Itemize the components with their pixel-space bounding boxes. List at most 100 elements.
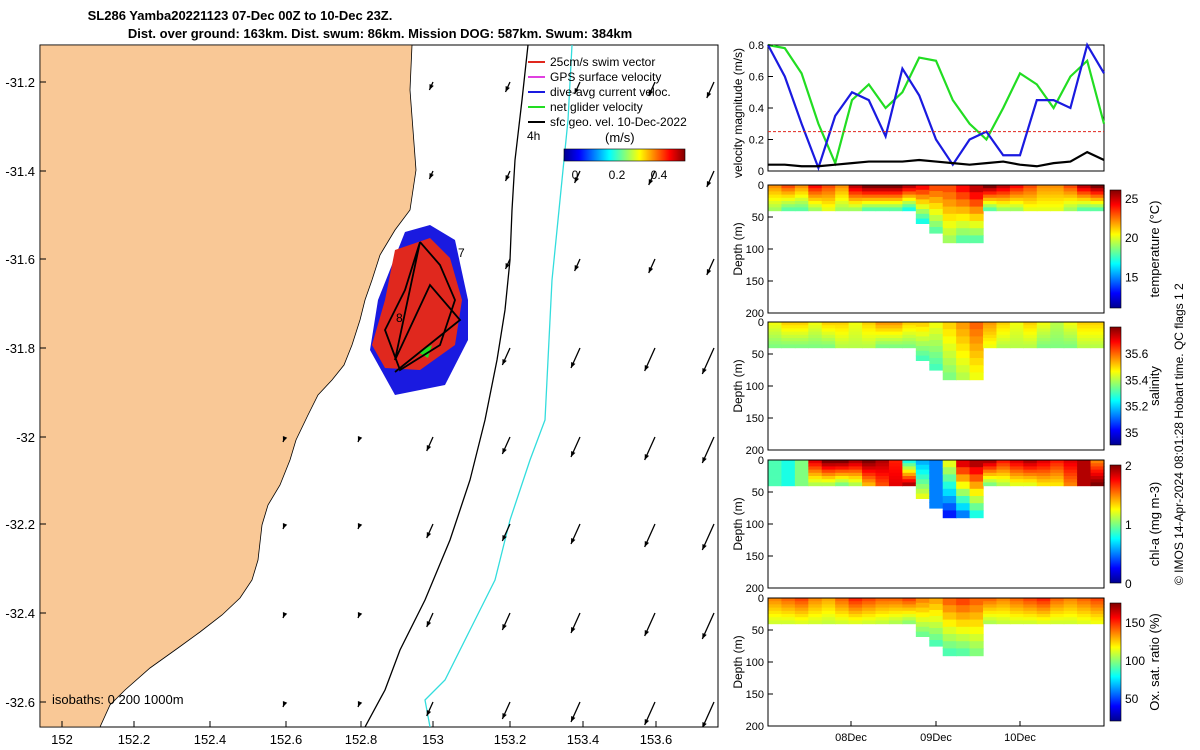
section-cell [996,194,1011,199]
section-cell [835,191,850,196]
section-cell [902,334,917,339]
section-cell [768,197,783,202]
velocity-arrow [501,436,511,455]
section-cell [996,344,1011,349]
section-cell [821,338,836,342]
plot-title-line1: SL286 Yamba20221123 07-Dec 00Z to 10-Dec… [87,8,393,23]
section-cell [848,334,863,339]
section-cell [1077,204,1092,208]
section-cell [794,607,809,612]
section-cell [862,614,877,618]
section-cell [781,325,796,329]
section-cell [862,188,877,192]
section-cell [1050,201,1065,205]
section-cell [969,358,984,366]
section-cell [794,463,809,467]
section-cell [1063,482,1078,487]
section-cell [794,460,809,464]
section-cell [956,365,971,373]
section-cell [848,482,863,487]
section-cell [1063,479,1078,483]
section-cell [781,188,796,192]
section-cell [929,628,944,635]
section-cell [956,605,971,613]
section-cell [821,482,836,487]
section-cell [1023,479,1038,483]
section-cell [996,188,1011,192]
section-cell [821,325,836,329]
section-cell [808,201,823,205]
velocity-arrow [706,170,715,188]
section-cell [983,325,998,329]
section-cell [1036,472,1051,477]
section-cell [942,185,957,193]
section-panel: 0 50 100 150 200 Depth (m) 0 1 2 chl-a (mg m-3) [731,455,1162,595]
section-cell [1050,617,1065,621]
section-cell [1077,476,1092,480]
section-cell [875,604,890,609]
section-cell [1023,472,1038,477]
section-cell [942,322,957,330]
section-cell [821,610,836,615]
section-cell [1063,341,1078,345]
section-cell [915,209,930,215]
section-cell [888,201,903,205]
section-cell [915,460,930,466]
section-cell [781,620,796,625]
section-cell [768,185,783,189]
section-cell [808,614,823,618]
section-cell [821,328,836,333]
section-cell [956,641,971,649]
section-cell [1077,466,1092,471]
section-cell [768,607,783,612]
section-cell [888,604,903,609]
isobaths-label: isobaths: 0 200 1000m [52,692,184,707]
section-ylabel: Depth (m) [731,635,745,688]
section-cell [983,338,998,342]
section-cell [902,482,917,487]
section-cell [848,201,863,205]
velocity-arrow [644,436,656,461]
section-cell [848,598,863,602]
section-cell [808,331,823,336]
section-cell [1023,331,1038,336]
section-cell [1009,344,1024,349]
section-cell [1036,188,1051,192]
section-cell [942,228,957,236]
section-cell [794,197,809,202]
section-cell [888,614,903,618]
section-cell [915,194,930,200]
section-cell [888,460,903,464]
section-cell [983,185,998,189]
section-cell [1077,479,1092,483]
section-cell [1009,614,1024,618]
section-cell [848,479,863,483]
section-cell [835,341,850,345]
section-cell [1077,341,1092,345]
section-cell [781,338,796,342]
section-cell [875,620,890,625]
section-cell [768,604,783,609]
section-cell [942,605,957,613]
section-cell [821,472,836,477]
section-cell [983,607,998,612]
section-ylabel: Depth (m) [731,222,745,275]
section-cell [902,617,917,621]
section-cell [821,479,836,483]
section-cell [969,235,984,244]
velocity-arrow [702,701,715,727]
section-panel: 0 50 100 150 200 Depth (m) 15 20 25 temperature (… [731,180,1162,320]
section-cell [1077,325,1092,329]
section-cell [1050,463,1065,467]
section-cell [1009,479,1024,483]
section-cell [888,466,903,471]
section-cell [875,469,890,474]
section-cell [1036,194,1051,199]
section-cell [929,610,944,617]
section-cell [808,341,823,345]
map-axes: 7 8 isobaths: 0 200 1000m 152 152.2 152.4 1… [5,44,719,747]
section-cell [888,598,903,602]
section-cell [1077,617,1092,621]
section-cell [942,358,957,366]
section-cell [929,191,944,198]
